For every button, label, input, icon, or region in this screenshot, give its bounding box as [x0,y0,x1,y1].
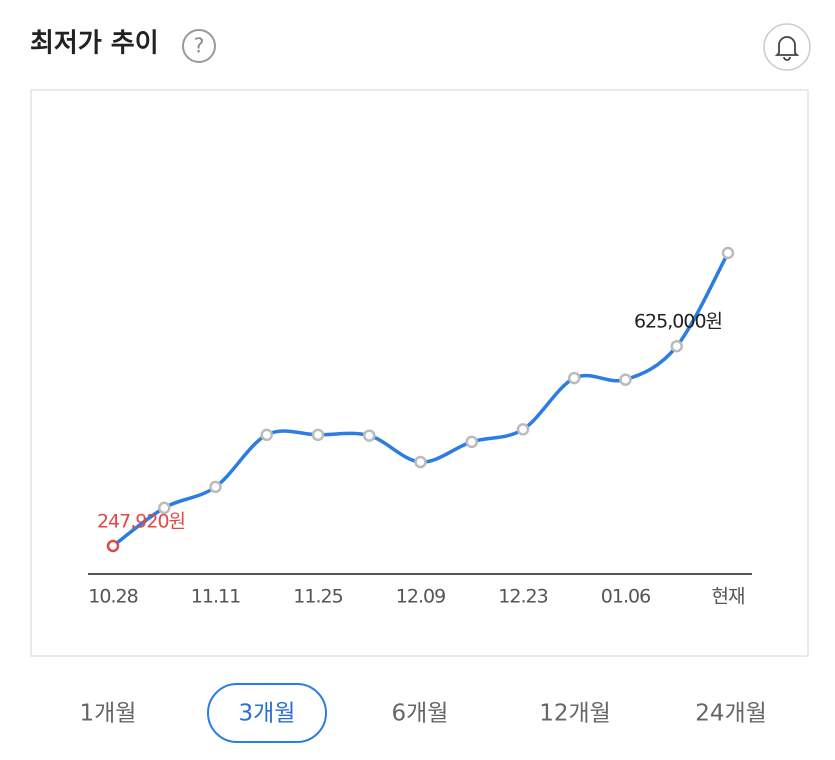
help-circle [182,29,216,63]
help-icon: ? [194,34,205,58]
x-tick-label: 11.25 [293,586,342,608]
price-point [465,435,478,449]
alert-button[interactable] [763,23,811,71]
period-tab[interactable]: 24개월 [695,701,767,727]
price-point [414,455,427,469]
price-point [619,373,632,386]
x-tick-label: 10.28 [88,586,137,608]
price-point [209,480,222,494]
selected-tab-outline [207,683,327,743]
period-tabs: 1개월 3개월 6개월 12개월 24개월 [80,683,767,743]
price-point [363,429,376,442]
period-tab[interactable]: 6개월 [392,701,449,727]
help-button[interactable]: ? [182,29,216,63]
x-tick-label: 12.23 [498,586,547,608]
period-tab[interactable]: 3개월 [239,701,296,727]
value-label: 625,000원 [634,311,722,333]
title: 최저가 추이 [30,29,159,59]
price-point [721,246,735,260]
chart-frame [30,89,809,657]
price-point [516,423,530,436]
bell-icon [774,36,800,61]
x-tick-label: 12.09 [396,586,445,608]
period-tab[interactable]: 12개월 [539,701,611,727]
alert-circle [763,23,811,71]
price-point [260,428,273,442]
price-point [106,539,120,553]
x-tick-label: 01.06 [601,586,650,608]
period-tab[interactable]: 1개월 [80,701,137,727]
price-point [158,501,171,515]
x-tick-label: 11.11 [191,586,240,608]
price-point [311,428,325,442]
plot: 10.28 11.11 11.25 12.09 12.23 01.06 현재 247,920원… [88,246,745,608]
price-point [568,371,581,385]
price-point [670,339,683,353]
x-tick-label: 현재 [712,586,745,608]
value-label: 247,920원 [97,511,185,533]
